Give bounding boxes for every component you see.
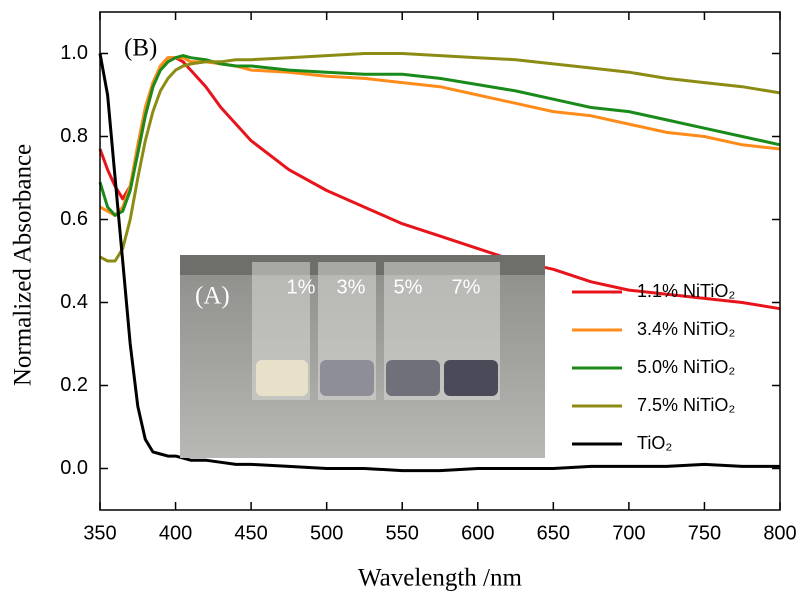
x-tick-label: 450 [234, 522, 267, 544]
x-tick-label: 650 [537, 522, 570, 544]
series-line [98, 53, 780, 473]
vial-label: 3% [337, 276, 366, 298]
x-tick-label: 700 [612, 522, 645, 544]
x-axis-label: Wavelength /nm [358, 565, 522, 592]
y-tick-label: 0.6 [60, 208, 88, 230]
x-tick-label: 350 [83, 522, 116, 544]
x-tick-label: 800 [763, 522, 796, 544]
inset-label: (A) [195, 283, 230, 310]
legend-label: 3.4% NiTiO₂ [637, 319, 735, 339]
vial-label: 5% [394, 276, 423, 298]
y-tick-label: 0.8 [60, 125, 88, 147]
x-tick-label: 400 [159, 522, 192, 544]
series-line [99, 52, 781, 263]
x-tick-label: 550 [386, 522, 419, 544]
vial-label: 7% [452, 276, 481, 298]
y-axis-label: Normalized Absorbance [10, 144, 37, 386]
series-line [98, 54, 781, 217]
plot-frame [99, 11, 781, 511]
legend-label: TiO₂ [637, 433, 672, 453]
panel-label: (B) [124, 35, 157, 62]
vial-label: 1% [287, 276, 316, 298]
y-tick-label: 0.2 [60, 374, 88, 396]
legend-label: 1.1% NiTiO₂ [637, 281, 735, 301]
x-tick-label: 500 [310, 522, 343, 544]
x-tick-label: 750 [688, 522, 721, 544]
y-tick-label: 1.0 [60, 42, 88, 64]
legend-label: 7.5% NiTiO₂ [637, 395, 735, 415]
x-tick-label: 600 [461, 522, 494, 544]
legend-label: 5.0% NiTiO₂ [637, 357, 735, 377]
inset-photo: (A) 1% 3% 5% 7% [180, 255, 545, 458]
y-tick-label: 0.0 [60, 457, 88, 479]
y-tick-label: 0.4 [60, 291, 88, 313]
